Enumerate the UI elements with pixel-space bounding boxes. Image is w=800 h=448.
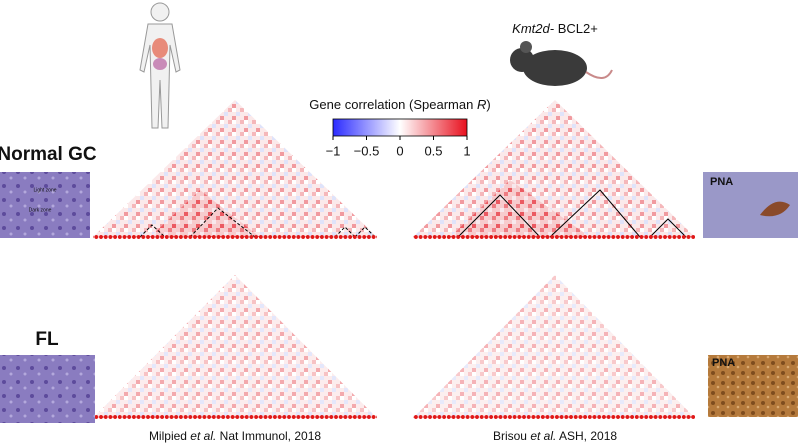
stain-label: PNA <box>710 176 733 188</box>
micrograph <box>0 172 90 238</box>
mouse-illustration <box>510 41 613 86</box>
row-label: Normal GC <box>0 144 97 165</box>
colorbar-tick-label: 0.5 <box>424 143 442 158</box>
colorbar-tick-label: 1 <box>463 143 470 158</box>
colorbar <box>332 118 468 137</box>
stain-label: PNA <box>712 357 735 369</box>
colorbar-title: Gene correlation (Spearman R) <box>309 97 490 112</box>
colorbar-tick-label: −0.5 <box>354 143 380 158</box>
row-label: FL <box>35 329 59 350</box>
colorbar-ticks: −1 −0.5 0 0.5 1 <box>326 136 471 158</box>
colorbar-tick-label: 0 <box>396 143 403 158</box>
human-illustration <box>139 2 181 129</box>
micrograph-label: Dark zone <box>29 207 52 213</box>
micrograph <box>708 355 798 417</box>
citation: Milpied et al. Nat Immunol, 2018 <box>149 429 321 443</box>
micrograph-label: Light zone <box>33 187 56 193</box>
colorbar-tick-label: −1 <box>326 143 341 158</box>
micrograph <box>0 355 95 423</box>
citation: Brisou et al. ASH, 2018 <box>493 429 617 443</box>
mouse-label: Kmt2d- BCL2+ <box>512 21 598 36</box>
heatmaps <box>93 100 695 421</box>
